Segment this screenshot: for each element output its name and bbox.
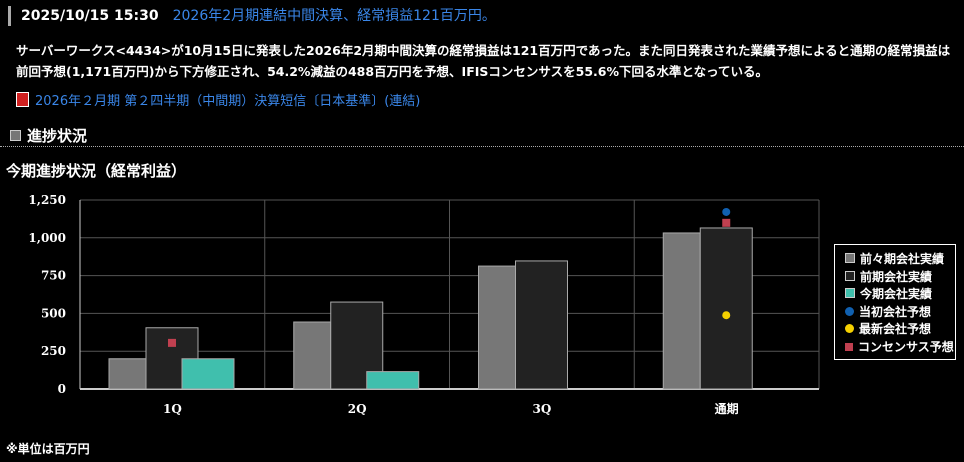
chart-legend: 前々期会社実績 前期会社実績 今期会社実績 当初会社予想 最新会社予想コンセンサス予想 [834,244,956,360]
legend-label: コンセンサス予想 [858,339,954,354]
legend-item: コンセンサス予想 [845,339,955,357]
bar [293,321,332,390]
pdf-link-label: 2026年２月期 第２四半期（中間期）決算短信〔日本基準〕(連結) [35,94,421,109]
y-tick-label: 500 [41,306,66,320]
bar [108,358,147,390]
legend-label: 当初会社予想 [859,304,932,319]
legend-swatch [845,288,855,298]
consensus-point [168,338,176,347]
y-tick-label: 0 [58,382,66,396]
bar [478,265,516,390]
legend-swatch [845,324,854,333]
forecast-point [722,311,731,320]
bar [515,260,568,390]
forecast-point [722,207,731,216]
article-text: サーバーワークス<4434>が10月15日に発表した2026年2月期中間決算の経… [16,43,951,79]
legend-item: 前期会社実績 [845,269,955,287]
unit-note: ※単位は百万円 [6,442,90,456]
x-tick-label: 2Q [348,402,367,416]
chart-title: 今期進捗状況（経常利益） [6,162,187,180]
pdf-link[interactable]: 2026年２月期 第２四半期（中間期）決算短信〔日本基準〕(連結) [16,92,420,112]
section-title: 進捗状況 [10,125,87,146]
consensus-point [722,218,731,227]
headline-link[interactable]: 2026年2月期連結中間決算、経常損益121百万円。 [172,8,496,24]
legend-item: 前々期会社実績 [845,251,955,269]
legend-swatch [845,306,854,316]
legend-label: 最新会社予想 [859,322,932,336]
divider [0,146,964,147]
x-tick-label: 1Q [163,402,182,416]
news-datetime: 2025/10/15 15:30 [21,8,159,24]
legend-item: 最新会社予想 [845,321,955,339]
y-tick-label: 1,000 [28,231,66,245]
x-tick-label: 通期 [715,401,739,416]
news-header: 2025/10/15 15:30 2026年2月期連結中間決算、経常損益121百万… [8,6,496,26]
pdf-icon [16,92,29,107]
bar [662,232,701,390]
legend-item: 今期会社実績 [845,286,955,304]
y-tick-label: 250 [41,344,66,358]
legend-swatch [845,270,855,281]
y-tick-label: 1,250 [28,193,66,207]
legend-label: 前々期会社実績 [860,252,945,266]
bar [699,227,753,390]
legend-swatch [845,253,855,263]
square-bullet-icon [10,130,21,141]
legend-item: 当初会社予想 [845,304,955,322]
x-tick-label: 3Q [532,402,551,416]
legend-label: 前期会社実績 [860,269,933,284]
bar [366,371,420,390]
bar [181,358,235,390]
legend-swatch [845,342,853,351]
section-title-text: 進捗状況 [27,127,88,145]
legend-label: 今期会社実績 [860,287,933,301]
y-tick-label: 750 [41,269,66,283]
